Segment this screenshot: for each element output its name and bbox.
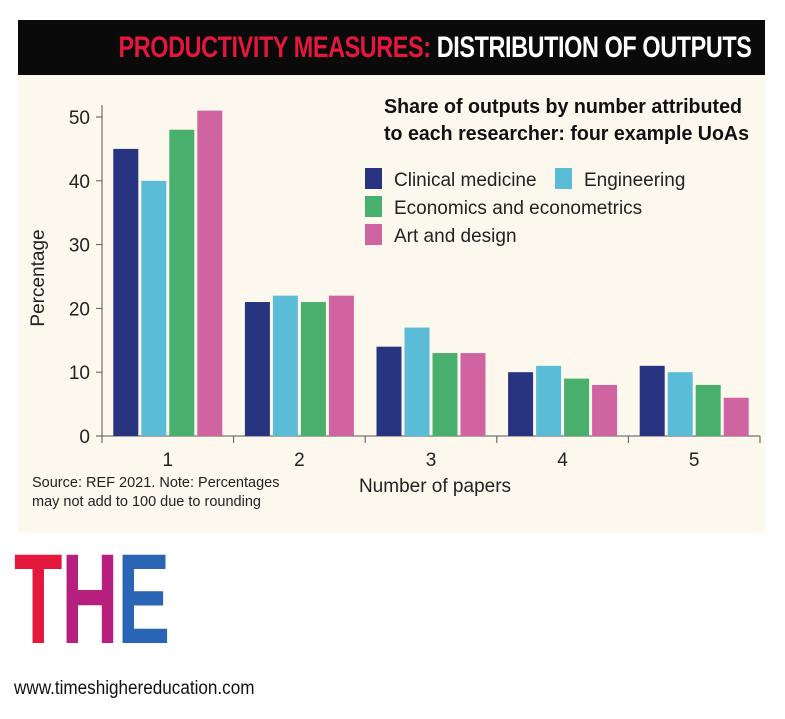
title-bar: PRODUCTIVITY MEASURES: DISTRIBUTION OF O… <box>18 20 765 75</box>
y-tick-label: 0 <box>79 427 90 448</box>
y-tick-label: 30 <box>69 236 90 257</box>
bar <box>376 346 402 436</box>
bar <box>564 378 590 436</box>
logo-letter: H <box>61 528 118 671</box>
chart-heading: PRODUCTIVITY MEASURES: DISTRIBUTION OF O… <box>118 31 751 65</box>
bar <box>508 372 534 436</box>
legend-swatch <box>365 224 382 245</box>
y-axis-label: Percentage <box>28 229 49 326</box>
title-rest: DISTRIBUTION OF OUTPUTS <box>436 30 751 64</box>
x-tick-label: 1 <box>163 450 174 471</box>
bar <box>272 295 298 436</box>
legend-label: Economics and econometrics <box>394 198 642 219</box>
chart-title-line: Share of outputs by number attributed <box>384 96 742 118</box>
source-note: Source: REF 2021. Note: Percentages may … <box>32 474 279 512</box>
bar <box>141 180 167 436</box>
legend-swatch <box>365 168 382 189</box>
bar <box>328 295 354 436</box>
bar <box>432 353 458 436</box>
legend-swatch <box>555 168 572 189</box>
note-line: Source: REF 2021. Note: Percentages <box>32 475 280 491</box>
bar <box>300 302 326 436</box>
logo-letter: E <box>117 528 170 671</box>
legend-label: Art and design <box>394 226 517 247</box>
logo-letter: T <box>14 528 62 671</box>
website-link[interactable]: www.timeshighereducation.com <box>14 678 255 699</box>
x-tick-label: 4 <box>557 450 568 471</box>
y-tick-label: 40 <box>69 172 90 193</box>
bar <box>197 110 223 437</box>
legend-label: Clinical medicine <box>394 170 537 191</box>
x-tick-label: 3 <box>426 450 437 471</box>
y-tick-label: 50 <box>69 108 90 129</box>
bar <box>113 148 139 436</box>
y-tick-label: 20 <box>69 299 90 320</box>
bar <box>639 365 665 436</box>
the-logo: THE <box>14 536 170 664</box>
bar <box>667 372 693 436</box>
note-line: may not add to 100 due to rounding <box>32 494 261 510</box>
bar <box>404 327 430 436</box>
bar <box>244 302 270 436</box>
x-tick-label: 5 <box>689 450 700 471</box>
bar <box>460 353 486 436</box>
legend-label: Engineering <box>584 170 685 191</box>
bar <box>592 384 618 436</box>
title-highlight: PRODUCTIVITY MEASURES: <box>118 30 431 64</box>
bar <box>695 384 721 436</box>
x-axis-label: Number of papers <box>359 476 511 497</box>
x-tick-label: 2 <box>294 450 305 471</box>
bar <box>536 365 562 436</box>
y-tick-label: 10 <box>69 363 90 384</box>
legend-swatch <box>365 196 382 217</box>
chart-title-line: to each researcher: four example UoAs <box>384 123 749 145</box>
bar <box>169 129 195 436</box>
bar <box>723 397 749 436</box>
